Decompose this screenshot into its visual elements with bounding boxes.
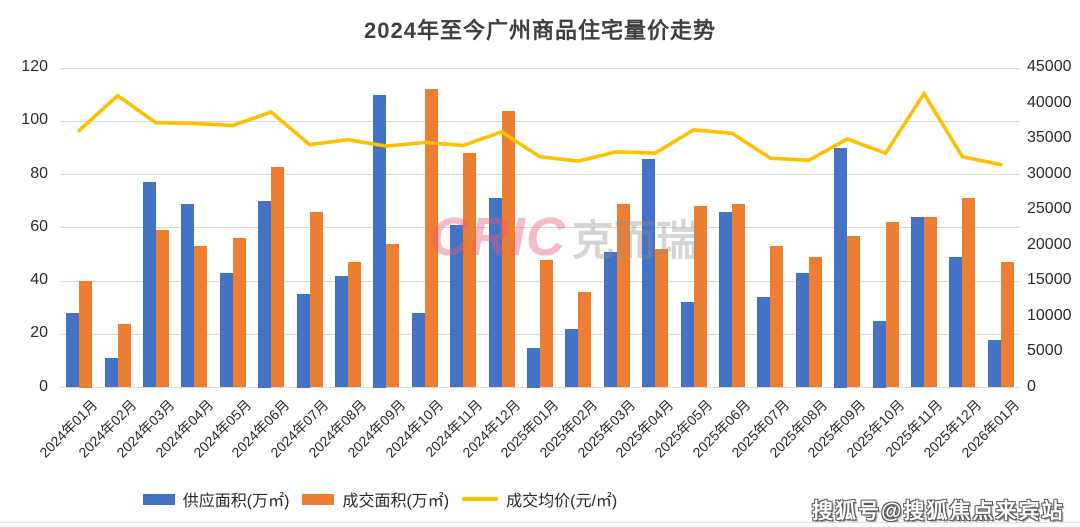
legend-swatch-price-line (462, 497, 499, 501)
cric-logo-text: CRIC (430, 207, 566, 267)
bar-supply (104, 358, 118, 388)
bar-transaction (309, 211, 323, 388)
bar-transaction (232, 238, 246, 388)
bar-transaction (847, 235, 861, 388)
bar-transaction (386, 243, 400, 388)
legend-item-transaction: 成交面积(万㎡) (302, 487, 449, 511)
bar-supply (872, 320, 886, 388)
bar-supply (219, 273, 233, 388)
y-axis-label-right: 25000 (1027, 200, 1072, 217)
bar-transaction (655, 249, 669, 388)
bar-supply (181, 203, 195, 388)
y-axis-label-left: 80 (30, 164, 48, 182)
bar-supply (335, 275, 348, 388)
y-axis-label-right: 5000 (1027, 342, 1063, 359)
y-axis-label-left: 120 (21, 58, 48, 75)
legend: 供应面积(万㎡) 成交面积(万㎡) 成交均价(元/㎡) (0, 487, 760, 511)
sohu-watermark: 搜狐号@搜狐焦点来宾站 (812, 500, 1065, 523)
bar-transaction (1000, 262, 1014, 388)
bar-supply (373, 94, 387, 388)
bar-transaction (194, 246, 208, 388)
cric-cjk-text: 克而瑞 (572, 217, 699, 264)
gridline (60, 67, 1020, 69)
y-axis-label-right: 35000 (1027, 129, 1072, 146)
y-axis-label-right: 40000 (1027, 93, 1072, 111)
bar-supply (757, 296, 771, 388)
bar-supply (680, 302, 694, 388)
bar-supply (488, 198, 502, 388)
bar-supply (411, 312, 425, 388)
y-axis-label-right: 30000 (1027, 164, 1072, 182)
y-axis-label-right: 10000 (1027, 306, 1072, 324)
cric-watermark: CRIC 克而瑞 (430, 206, 698, 268)
bar-transaction (616, 203, 630, 388)
bar-transaction (271, 166, 285, 388)
bottom-divider (0, 522, 1080, 523)
bar-transaction (770, 246, 784, 388)
y-axis-label-left: 20 (30, 324, 48, 342)
y-axis-label-right: 20000 (1027, 235, 1072, 253)
bar-supply (143, 182, 156, 388)
legend-label-transaction: 成交面积(万㎡) (342, 493, 450, 510)
bar-transaction (924, 217, 937, 388)
bar-transaction (808, 257, 822, 388)
bar-transaction (501, 110, 515, 388)
gridline (60, 174, 1020, 175)
y-axis-label-right: 15000 (1027, 271, 1072, 288)
bar-transaction (79, 281, 93, 388)
bar-transaction (463, 153, 477, 388)
gridline (60, 227, 1020, 229)
legend-item-price: 成交均价(元/㎡) (462, 487, 617, 511)
bar-transaction (885, 222, 899, 388)
bar-transaction (962, 198, 976, 388)
y-axis-label-left: 100 (21, 111, 48, 129)
bar-transaction (732, 203, 745, 388)
gridline (60, 120, 1020, 122)
bar-transaction (348, 262, 361, 388)
chart-title: 2024年至今广州商品住宅量价走势 (364, 18, 716, 43)
bar-transaction (156, 230, 169, 388)
y-axis-label-left: 0 (39, 377, 48, 395)
y-axis-label-left: 40 (30, 271, 48, 288)
bar-supply (987, 339, 1001, 388)
bar-supply (719, 211, 732, 388)
bar-supply (603, 251, 617, 388)
legend-swatch-supply (142, 493, 175, 505)
bar-supply (642, 158, 656, 388)
legend-label-supply: 供应面积(万㎡) (182, 493, 290, 510)
bar-supply (258, 201, 272, 388)
legend-label-price: 成交均价(元/㎡) (506, 493, 618, 510)
bar-supply (450, 225, 464, 388)
y-axis-label-right: 45000 (1027, 58, 1072, 75)
legend-swatch-transaction (302, 493, 335, 505)
bar-supply (66, 312, 80, 388)
bar-supply (527, 347, 540, 388)
gridline (60, 387, 1020, 388)
bar-supply (949, 257, 963, 388)
bar-supply (565, 328, 579, 388)
bar-supply (911, 217, 924, 388)
bar-supply (296, 294, 310, 388)
bar-transaction (578, 291, 592, 388)
y-axis-label-left: 60 (30, 217, 48, 235)
y-axis-label-right: 0 (1027, 377, 1036, 395)
legend-item-supply: 供应面积(万㎡) (142, 487, 290, 511)
bar-transaction (117, 323, 131, 388)
bar-transaction (540, 259, 553, 388)
bar-transaction (693, 206, 707, 388)
bar-supply (795, 273, 809, 388)
bar-supply (834, 147, 848, 388)
